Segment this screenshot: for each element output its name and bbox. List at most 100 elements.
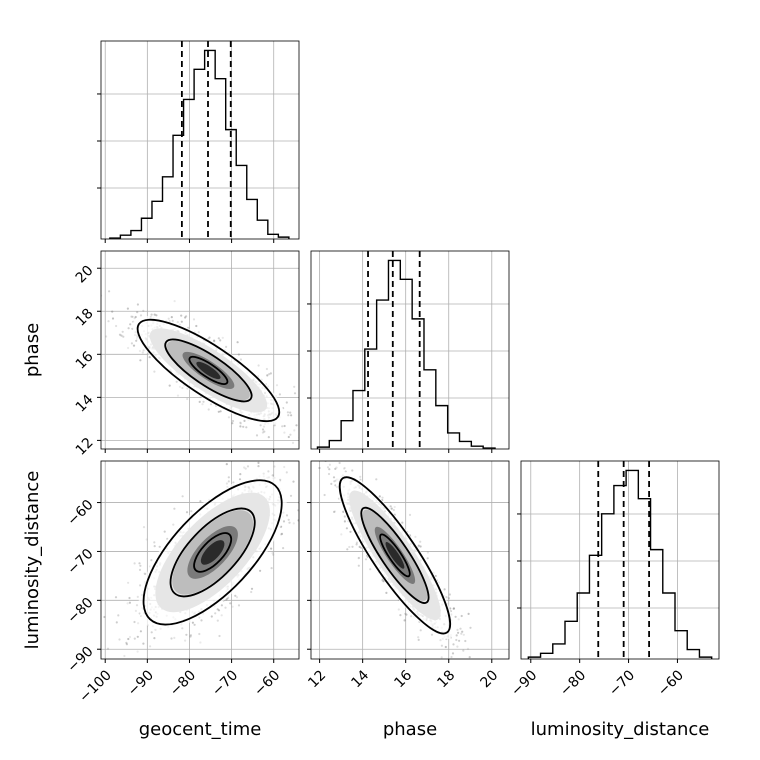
scatter-point [447,597,450,600]
scatter-point [153,370,156,373]
scatter-point [343,520,346,523]
scatter-point [359,475,362,478]
scatter-point [106,647,110,650]
scatter-point [142,642,145,645]
scatter-point [417,636,420,639]
xtick-label-phase-2: 16 [391,667,415,691]
scatter-point [348,545,351,549]
joint-panel-geocent_time-phase [97,250,307,453]
scatter-point [457,618,460,621]
scatter-point [136,311,139,314]
scatter-point [153,541,156,544]
scatter-point [450,655,453,659]
scatter-point [133,637,136,640]
scatter-point [267,470,270,473]
scatter-point [150,313,153,316]
scatter-point [290,414,293,417]
scatter-point [195,324,198,328]
scatter-point [192,318,196,321]
scatter-point [114,596,118,599]
xtick-label-luminosity_distance-0: −90 [508,667,540,699]
scatter-point [292,522,295,525]
scatter-point [235,596,239,599]
scatter-point [130,315,133,318]
scatter-point [227,476,230,479]
scatter-point [357,564,360,567]
scatter-point [137,622,140,625]
scatter-point [445,596,448,599]
scatter-point [225,345,228,348]
scatter-point [417,638,420,642]
scatter-point [273,465,276,468]
scatter-point [128,635,132,639]
scatter-point [419,545,422,548]
scatter-point [455,638,458,642]
scatter-point [145,538,148,541]
xtick-label-geocent_time-2: −80 [167,667,199,699]
hist-panel-luminosity_distance [517,460,720,663]
scatter-point [132,344,136,347]
scatter-point [107,320,110,323]
density-level-4 [200,540,225,565]
scatter-point [375,478,378,481]
contour-geocent_time-phase-1 [164,338,253,403]
scatter-point [120,334,123,337]
scatter-point [287,435,290,439]
scatter-point [338,461,341,465]
scatter-point [389,505,392,508]
scatter-point [419,540,422,543]
joint-panel-geocent_time-luminosity_distance [97,460,302,663]
scatter-point [184,639,187,642]
scatter-point [229,602,232,605]
hist-panel-geocent_time [97,40,300,243]
scatter-point [155,314,158,317]
scatter-point [111,317,115,320]
scatter-point [390,507,393,510]
scatter-point [440,656,443,659]
scatter-point [216,608,219,611]
scatter-point [346,548,349,551]
scatter-point [300,483,302,485]
density-level-4 [385,542,405,569]
hist-frame-phase [310,250,510,450]
scatter-point [133,317,136,320]
scatter-point [357,557,360,560]
scatter-point [136,303,139,306]
scatter-point [271,552,274,555]
scatter-point [190,510,193,513]
contour-geocent_time-luminosity_distance-2 [142,479,283,626]
joint-panel-phase-luminosity_distance [307,434,510,663]
scatter-point [355,541,358,544]
scatter-point [404,612,407,615]
scatter-point [333,480,336,483]
scatter-point [178,385,182,388]
hist-step-geocent_time [109,49,290,239]
scatter-point [357,556,361,559]
hist-panel-phase [307,250,510,453]
scatter-point [281,425,284,428]
scatter-point [170,637,173,640]
scatter-point [283,431,286,434]
scatter-point [457,631,460,634]
scatter-point [126,307,129,310]
scatter-point [401,521,404,524]
scatter-point [199,500,202,503]
scatter-point [105,335,108,338]
scatter-point [239,358,242,361]
scatter-point [259,424,262,427]
scatter-point [440,644,443,647]
xtick-label-phase-4: 20 [477,667,501,691]
scatter-point [237,353,240,356]
scatter-point [327,434,329,436]
scatter-point [176,394,180,397]
scatter-point [237,604,241,607]
scatter-point [220,614,223,617]
scatter-point [358,545,361,549]
scatter-point [305,417,307,419]
scatter-point [293,429,296,432]
scatter-point [330,455,332,457]
scatter-point [199,641,202,644]
scatter-point [133,562,136,565]
scatter-point [193,623,196,626]
scatter-point [460,614,463,618]
